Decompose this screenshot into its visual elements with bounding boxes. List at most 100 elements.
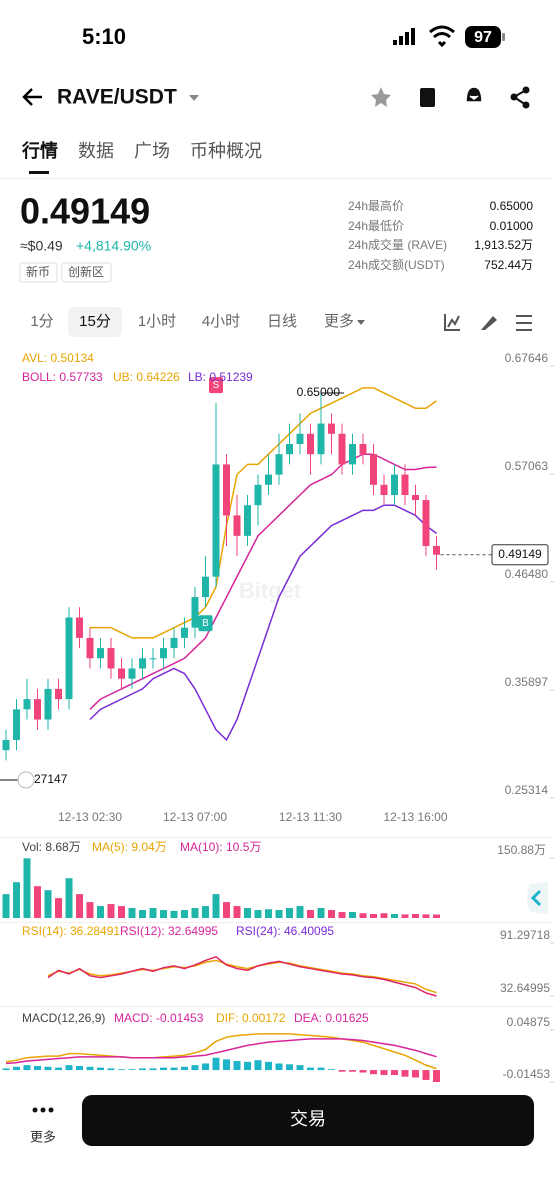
tab[interactable]: 币种概况 — [190, 141, 262, 161]
trade-label[interactable]: 交易 — [290, 1109, 326, 1129]
volume-bar — [412, 914, 419, 918]
divider — [0, 1006, 554, 1007]
candle-body — [170, 637, 178, 649]
battery-tip — [502, 33, 505, 41]
y-tick-label: 0.67646 — [505, 351, 549, 365]
candle-body — [223, 464, 230, 516]
macd-bar — [118, 1069, 125, 1071]
volume-bar — [107, 904, 115, 918]
legend-item: LB: 0.51239 — [188, 370, 253, 384]
tab[interactable]: 行情 — [21, 140, 58, 161]
price-change: +4,814.90% — [76, 238, 151, 254]
macd-bar — [307, 1067, 314, 1071]
x-tick-label: 12-13 11:30 — [279, 810, 342, 824]
chart-type-icon[interactable] — [444, 314, 460, 331]
macd-bar — [65, 1065, 73, 1071]
legend-item: MA(10): 10.5万 — [180, 840, 261, 854]
buy-marker: B — [202, 618, 209, 629]
candle-body — [275, 454, 283, 475]
interval[interactable]: 1分 — [30, 313, 53, 330]
volume-bar — [223, 902, 230, 918]
volume-bar — [328, 910, 335, 918]
y-tick-label: -0.01453 — [503, 1067, 551, 1081]
macd-bar — [149, 1068, 157, 1071]
macd-bar — [139, 1068, 146, 1071]
volume-bar — [317, 908, 325, 918]
candle-body — [128, 668, 136, 679]
pair-title[interactable]: RAVE/USDT — [57, 86, 177, 109]
macd-bar — [23, 1065, 31, 1071]
macd-bar — [286, 1064, 293, 1071]
macd-bar — [275, 1063, 283, 1071]
more-icon[interactable] — [32, 1107, 54, 1113]
indicator-line — [47, 959, 437, 994]
tab[interactable]: 广场 — [134, 141, 170, 161]
candle-body — [2, 739, 10, 751]
divider — [0, 178, 554, 179]
favorite-icon[interactable] — [371, 87, 391, 107]
volume-bar — [44, 890, 52, 918]
macd-bar — [296, 1065, 304, 1071]
high-marker-label: 0.65000 — [297, 385, 341, 399]
interval[interactable]: 1小时 — [138, 313, 176, 330]
x-tick-label: 12-13 02:30 — [58, 810, 122, 824]
volume-bar — [212, 894, 220, 918]
stat-label: 24h成交量 (RAVE) — [348, 237, 447, 252]
trade-button[interactable] — [82, 1095, 534, 1146]
macd-bar — [244, 1061, 251, 1071]
stat-label: 24h最低价 — [348, 219, 404, 233]
side-tab[interactable] — [527, 882, 548, 914]
volume-bar — [202, 906, 209, 918]
tab[interactable]: 数据 — [78, 141, 114, 161]
macd-bar — [212, 1057, 220, 1071]
status-time: 5:10 — [82, 24, 126, 49]
macd-bar — [380, 1070, 388, 1075]
y-tick-label: 0.46480 — [505, 567, 549, 581]
candle-body — [181, 627, 188, 638]
candle-body — [44, 688, 52, 720]
interval[interactable]: 更多 — [324, 313, 354, 330]
back-button[interactable] — [22, 88, 42, 106]
tag-box — [19, 262, 58, 283]
macd-bar — [328, 1069, 335, 1071]
interval-selected-bg — [68, 307, 122, 337]
interval[interactable]: 4小时 — [202, 313, 240, 330]
macd-bar — [359, 1070, 367, 1073]
notes-icon[interactable] — [420, 88, 435, 107]
macd-bar — [107, 1068, 115, 1071]
legend-item: MACD: -0.01453 — [114, 1011, 204, 1025]
more-label[interactable]: 更多 — [30, 1129, 56, 1144]
macd-bar — [422, 1070, 430, 1080]
candle-body — [191, 597, 199, 628]
macd-bar — [233, 1061, 241, 1071]
candle-body — [380, 484, 388, 496]
stat-label: 24h成交额(USDT) — [348, 257, 445, 272]
fiat-price: ≈$0.49 — [20, 238, 63, 254]
y-tick-label: 91.29718 — [500, 928, 550, 942]
interval[interactable]: 15分 — [79, 313, 111, 330]
macd-bar — [223, 1059, 230, 1071]
candle-body — [34, 699, 41, 720]
pair-dropdown[interactable] — [189, 95, 199, 101]
legend-item: DEA: 0.01625 — [294, 1011, 369, 1025]
candle-body — [233, 515, 241, 536]
stats: 24h最高价 0.65000 24h最低价 0.01000 24h成交量 (RA… — [348, 198, 533, 272]
interval[interactable]: 日线 — [267, 313, 297, 330]
stat-value: 752.44万 — [484, 258, 533, 272]
candle-body — [296, 433, 304, 444]
candle-body — [370, 454, 377, 485]
legend-item: Vol: 8.68万 — [22, 840, 81, 854]
settings-icon[interactable] — [516, 315, 532, 331]
volume-bar — [233, 906, 241, 918]
volume-bar — [359, 913, 367, 918]
draw-icon[interactable] — [481, 316, 497, 330]
legend-item: RSI(24): 46.40095 — [236, 924, 334, 938]
buy-marker-box — [198, 615, 213, 632]
alert-icon[interactable] — [465, 86, 483, 103]
tag: 创新区 — [68, 264, 104, 279]
share-icon[interactable] — [510, 86, 530, 109]
side-tab-arrow[interactable] — [530, 889, 542, 907]
volume-bar — [244, 908, 251, 918]
candle-body — [317, 423, 325, 455]
macd-bar — [202, 1063, 209, 1071]
